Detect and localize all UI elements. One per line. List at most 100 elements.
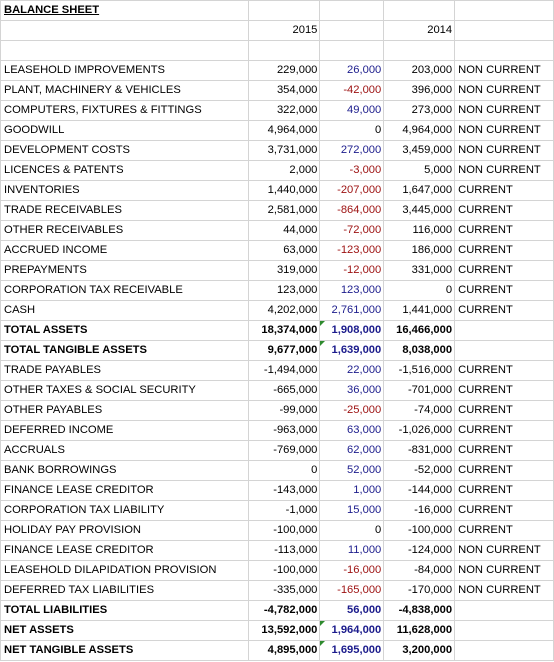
row-label-cell[interactable]: LICENCES & PATENTS <box>0 160 249 181</box>
value-2015-cell[interactable]: 13,592,000 <box>247 620 321 641</box>
row-label-cell[interactable]: PREPAYMENTS <box>0 260 249 281</box>
value-2015-cell[interactable]: 3,731,000 <box>247 140 321 161</box>
change-cell[interactable]: 1,964,000 <box>319 620 385 641</box>
year-header-2014[interactable]: 2014 <box>383 20 456 41</box>
row-label-cell[interactable]: NET ASSETS <box>0 620 249 641</box>
classification-cell[interactable]: CURRENT <box>454 200 554 221</box>
empty-cell[interactable] <box>383 0 456 21</box>
value-2015-cell[interactable]: -335,000 <box>247 580 321 601</box>
empty-cell[interactable] <box>0 40 249 61</box>
empty-cell[interactable] <box>319 40 385 61</box>
change-cell[interactable]: 1,908,000 <box>319 320 385 341</box>
change-cell[interactable]: -3,000 <box>319 160 385 181</box>
value-2015-cell[interactable]: 1,440,000 <box>247 180 321 201</box>
change-cell[interactable]: 63,000 <box>319 420 385 441</box>
classification-cell[interactable] <box>454 600 554 621</box>
value-2014-cell[interactable]: 11,628,000 <box>383 620 456 641</box>
value-2014-cell[interactable]: 186,000 <box>383 240 456 261</box>
row-label-cell[interactable]: DEFERRED TAX LIABILITIES <box>0 580 249 601</box>
classification-cell[interactable]: CURRENT <box>454 180 554 201</box>
row-label-cell[interactable]: CORPORATION TAX RECEIVABLE <box>0 280 249 301</box>
value-2015-cell[interactable]: 18,374,000 <box>247 320 321 341</box>
row-label-cell[interactable]: LEASEHOLD IMPROVEMENTS <box>0 60 249 81</box>
row-label-cell[interactable]: OTHER TAXES & SOCIAL SECURITY <box>0 380 249 401</box>
change-cell[interactable]: 123,000 <box>319 280 385 301</box>
value-2014-cell[interactable]: -124,000 <box>383 540 456 561</box>
value-2015-cell[interactable]: -99,000 <box>247 400 321 421</box>
classification-cell[interactable]: NON CURRENT <box>454 580 554 601</box>
change-cell[interactable]: -16,000 <box>319 560 385 581</box>
classification-cell[interactable]: NON CURRENT <box>454 60 554 81</box>
change-cell[interactable]: 26,000 <box>319 60 385 81</box>
change-cell[interactable]: 0 <box>319 520 385 541</box>
value-2015-cell[interactable]: -769,000 <box>247 440 321 461</box>
change-cell[interactable]: 1,639,000 <box>319 340 385 361</box>
classification-cell[interactable]: CURRENT <box>454 500 554 521</box>
change-cell[interactable]: 0 <box>319 120 385 141</box>
value-2015-cell[interactable]: 4,202,000 <box>247 300 321 321</box>
value-2015-cell[interactable]: 9,677,000 <box>247 340 321 361</box>
row-label-cell[interactable]: CORPORATION TAX LIABILITY <box>0 500 249 521</box>
value-2015-cell[interactable]: 354,000 <box>247 80 321 101</box>
value-2014-cell[interactable]: -4,838,000 <box>383 600 456 621</box>
value-2015-cell[interactable]: -143,000 <box>247 480 321 501</box>
year-header-2015[interactable]: 2015 <box>247 20 321 41</box>
value-2014-cell[interactable]: -100,000 <box>383 520 456 541</box>
change-cell[interactable]: 22,000 <box>319 360 385 381</box>
value-2014-cell[interactable]: 0 <box>383 280 456 301</box>
row-label-cell[interactable]: CASH <box>0 300 249 321</box>
value-2014-cell[interactable]: -52,000 <box>383 460 456 481</box>
classification-cell[interactable]: CURRENT <box>454 380 554 401</box>
value-2015-cell[interactable]: -1,494,000 <box>247 360 321 381</box>
change-cell[interactable]: -12,000 <box>319 260 385 281</box>
empty-cell[interactable] <box>0 20 249 41</box>
classification-cell[interactable]: NON CURRENT <box>454 540 554 561</box>
value-2014-cell[interactable]: 1,441,000 <box>383 300 456 321</box>
classification-cell[interactable]: CURRENT <box>454 260 554 281</box>
row-label-cell[interactable]: LEASEHOLD DILAPIDATION PROVISION <box>0 560 249 581</box>
row-label-cell[interactable]: TOTAL ASSETS <box>0 320 249 341</box>
classification-cell[interactable]: CURRENT <box>454 360 554 381</box>
classification-cell[interactable]: NON CURRENT <box>454 100 554 121</box>
value-2014-cell[interactable]: -1,516,000 <box>383 360 456 381</box>
value-2014-cell[interactable]: -144,000 <box>383 480 456 501</box>
classification-cell[interactable] <box>454 340 554 361</box>
empty-cell[interactable] <box>454 0 554 21</box>
change-cell[interactable]: -25,000 <box>319 400 385 421</box>
value-2014-cell[interactable]: 3,459,000 <box>383 140 456 161</box>
change-cell[interactable]: 15,000 <box>319 500 385 521</box>
change-cell[interactable]: 1,695,000 <box>319 640 385 661</box>
classification-cell[interactable] <box>454 620 554 641</box>
change-cell[interactable]: -72,000 <box>319 220 385 241</box>
classification-cell[interactable]: CURRENT <box>454 300 554 321</box>
value-2014-cell[interactable]: 273,000 <box>383 100 456 121</box>
change-cell[interactable]: -165,000 <box>319 580 385 601</box>
change-cell[interactable]: 49,000 <box>319 100 385 121</box>
value-2014-cell[interactable]: 16,466,000 <box>383 320 456 341</box>
classification-cell[interactable]: NON CURRENT <box>454 120 554 141</box>
empty-cell[interactable] <box>319 20 385 41</box>
classification-cell[interactable]: NON CURRENT <box>454 560 554 581</box>
classification-cell[interactable]: NON CURRENT <box>454 80 554 101</box>
classification-cell[interactable]: CURRENT <box>454 480 554 501</box>
value-2015-cell[interactable]: 4,964,000 <box>247 120 321 141</box>
classification-cell[interactable]: CURRENT <box>454 280 554 301</box>
empty-cell[interactable] <box>319 0 385 21</box>
classification-cell[interactable]: CURRENT <box>454 240 554 261</box>
value-2014-cell[interactable]: -170,000 <box>383 580 456 601</box>
value-2014-cell[interactable]: -16,000 <box>383 500 456 521</box>
row-label-cell[interactable]: GOODWILL <box>0 120 249 141</box>
row-label-cell[interactable]: NET TANGIBLE ASSETS <box>0 640 249 661</box>
classification-cell[interactable]: CURRENT <box>454 440 554 461</box>
empty-cell[interactable] <box>454 40 554 61</box>
classification-cell[interactable]: CURRENT <box>454 520 554 541</box>
value-2014-cell[interactable]: 3,200,000 <box>383 640 456 661</box>
change-cell[interactable]: 62,000 <box>319 440 385 461</box>
value-2015-cell[interactable]: -100,000 <box>247 560 321 581</box>
value-2015-cell[interactable]: -1,000 <box>247 500 321 521</box>
sheet-title[interactable]: BALANCE SHEET <box>0 0 249 21</box>
value-2014-cell[interactable]: 8,038,000 <box>383 340 456 361</box>
value-2015-cell[interactable]: 0 <box>247 460 321 481</box>
change-cell[interactable]: -207,000 <box>319 180 385 201</box>
classification-cell[interactable]: CURRENT <box>454 400 554 421</box>
